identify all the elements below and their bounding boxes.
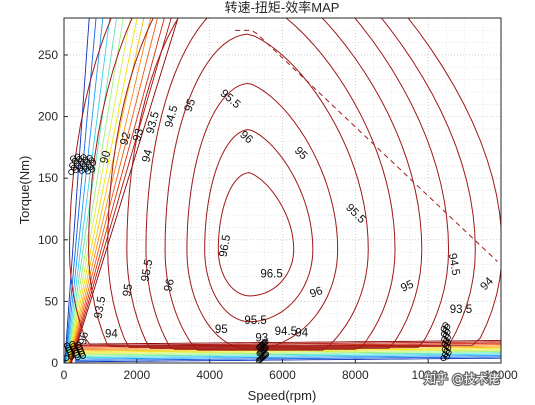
contour-line-efficiency	[107, 18, 450, 348]
contour-line-low-speed	[64, 18, 90, 363]
contour-line-efficiency	[164, 33, 369, 351]
operating-point	[89, 166, 96, 173]
contour-line-low-speed	[67, 18, 138, 363]
y-tick-label: 200	[38, 110, 58, 124]
operating-point	[262, 344, 269, 351]
contour-line-low-speed	[69, 18, 158, 363]
y-tick-label: 250	[38, 48, 58, 62]
contour-label: 94	[140, 148, 155, 164]
operating-point	[260, 346, 267, 353]
contour-label: 94	[105, 329, 118, 341]
contour-label: 95	[215, 324, 228, 336]
contour-line-low-torque	[74, 355, 501, 360]
operating-point	[261, 345, 268, 352]
contour-label: 92	[118, 131, 133, 146]
contour-label: 96	[162, 278, 177, 293]
contour-line-low-speed	[69, 18, 165, 363]
operating-point	[74, 354, 81, 361]
operating-point	[445, 349, 452, 356]
contour-label: 90	[98, 150, 113, 165]
contour-line-low-speed	[66, 18, 124, 363]
contour-label: 93	[131, 127, 146, 142]
contour-label: 95	[121, 283, 135, 298]
contour-line-low-speed	[65, 18, 111, 363]
x-axis-label: Speed(rpm)	[248, 388, 317, 403]
contour-label: 95.5	[140, 259, 156, 283]
operating-point	[440, 355, 447, 362]
contour-line-low-torque	[74, 349, 501, 355]
operating-point	[90, 159, 97, 166]
operating-point	[64, 355, 70, 362]
contour-line-low-torque	[74, 353, 501, 359]
contour-label: 93.5	[450, 304, 472, 316]
contour-label: 94	[295, 327, 308, 339]
operating-point	[260, 340, 267, 347]
operating-point	[262, 338, 269, 345]
x-tick-label: 10000	[411, 368, 445, 382]
contour-line-low-torque	[74, 352, 501, 357]
contour-label: 94.5	[275, 326, 297, 338]
y-tick-label: 100	[38, 233, 58, 247]
contour-line-low-torque	[74, 357, 501, 363]
operating-point	[443, 353, 450, 360]
contour-lines	[64, 18, 501, 363]
contour-label: 94.5	[163, 104, 180, 129]
contour-line-low-torque	[74, 340, 501, 345]
y-tick-label: 50	[45, 294, 59, 308]
operating-point	[79, 352, 86, 359]
watermark: 知乎 @技术佬	[423, 371, 501, 387]
x-tick-label: 6000	[269, 368, 296, 382]
contour-line-efficiency	[145, 18, 396, 350]
contour-line-efficiency	[204, 129, 314, 323]
contour-label: 93.5	[93, 295, 109, 319]
contour-line-low-speed	[64, 18, 97, 363]
operating-point	[261, 339, 268, 346]
chart-title: 转速-扭矩-效率MAP	[225, 0, 340, 15]
operating-point-markers	[64, 153, 452, 363]
contour-line-efficiency	[68, 18, 501, 346]
x-tick-label: 8000	[342, 368, 369, 382]
operating-point	[68, 353, 75, 360]
watermark-text: 知乎 @技术佬	[424, 372, 500, 386]
operating-point	[442, 351, 449, 358]
x-tick-label: 2000	[123, 368, 150, 382]
operating-point	[262, 352, 269, 359]
contour-label: 95.5	[244, 315, 266, 327]
contour-label: 95	[399, 278, 416, 294]
contour-label: 96	[308, 285, 324, 301]
operating-point	[263, 351, 270, 358]
x-tick-label: 4000	[196, 368, 223, 382]
y-tick-label: 0	[51, 356, 58, 370]
contour-line-low-torque	[74, 356, 501, 361]
contour-label: 96	[77, 331, 91, 346]
contour-line-efficiency	[126, 18, 423, 349]
contour-line-low-torque	[74, 350, 501, 356]
contour-label: 96.5	[260, 268, 282, 280]
torque-envelope-line	[235, 29, 498, 262]
contour-line-efficiency	[217, 172, 295, 297]
contour-line-low-speed	[70, 18, 172, 363]
contour-label: 93.5	[145, 110, 162, 135]
x-axis: 0 2000 4000 6000 8000 10000 12000	[61, 359, 518, 382]
contour-line-low-speed	[67, 18, 131, 363]
contour-line-low-speed	[65, 18, 104, 363]
contour-label: 95	[183, 97, 199, 113]
grid-lines	[64, 18, 501, 363]
contour-line-efficiency	[88, 18, 476, 347]
x-tick-label: 0	[61, 368, 68, 382]
contour-label: 96.5	[218, 234, 234, 258]
x-tick-label: 12000	[484, 368, 518, 382]
contour-label: 93	[255, 332, 268, 344]
contour-line-efficiency	[186, 82, 339, 350]
contour-line-low-speed	[70, 18, 179, 363]
y-axis-label: Torque(Nm)	[17, 156, 32, 225]
operating-point	[261, 353, 268, 360]
y-axis: 0 50 100 150 200 250	[38, 48, 68, 370]
y-tick-label: 150	[38, 171, 58, 185]
contour-label: 94.5	[446, 252, 462, 276]
